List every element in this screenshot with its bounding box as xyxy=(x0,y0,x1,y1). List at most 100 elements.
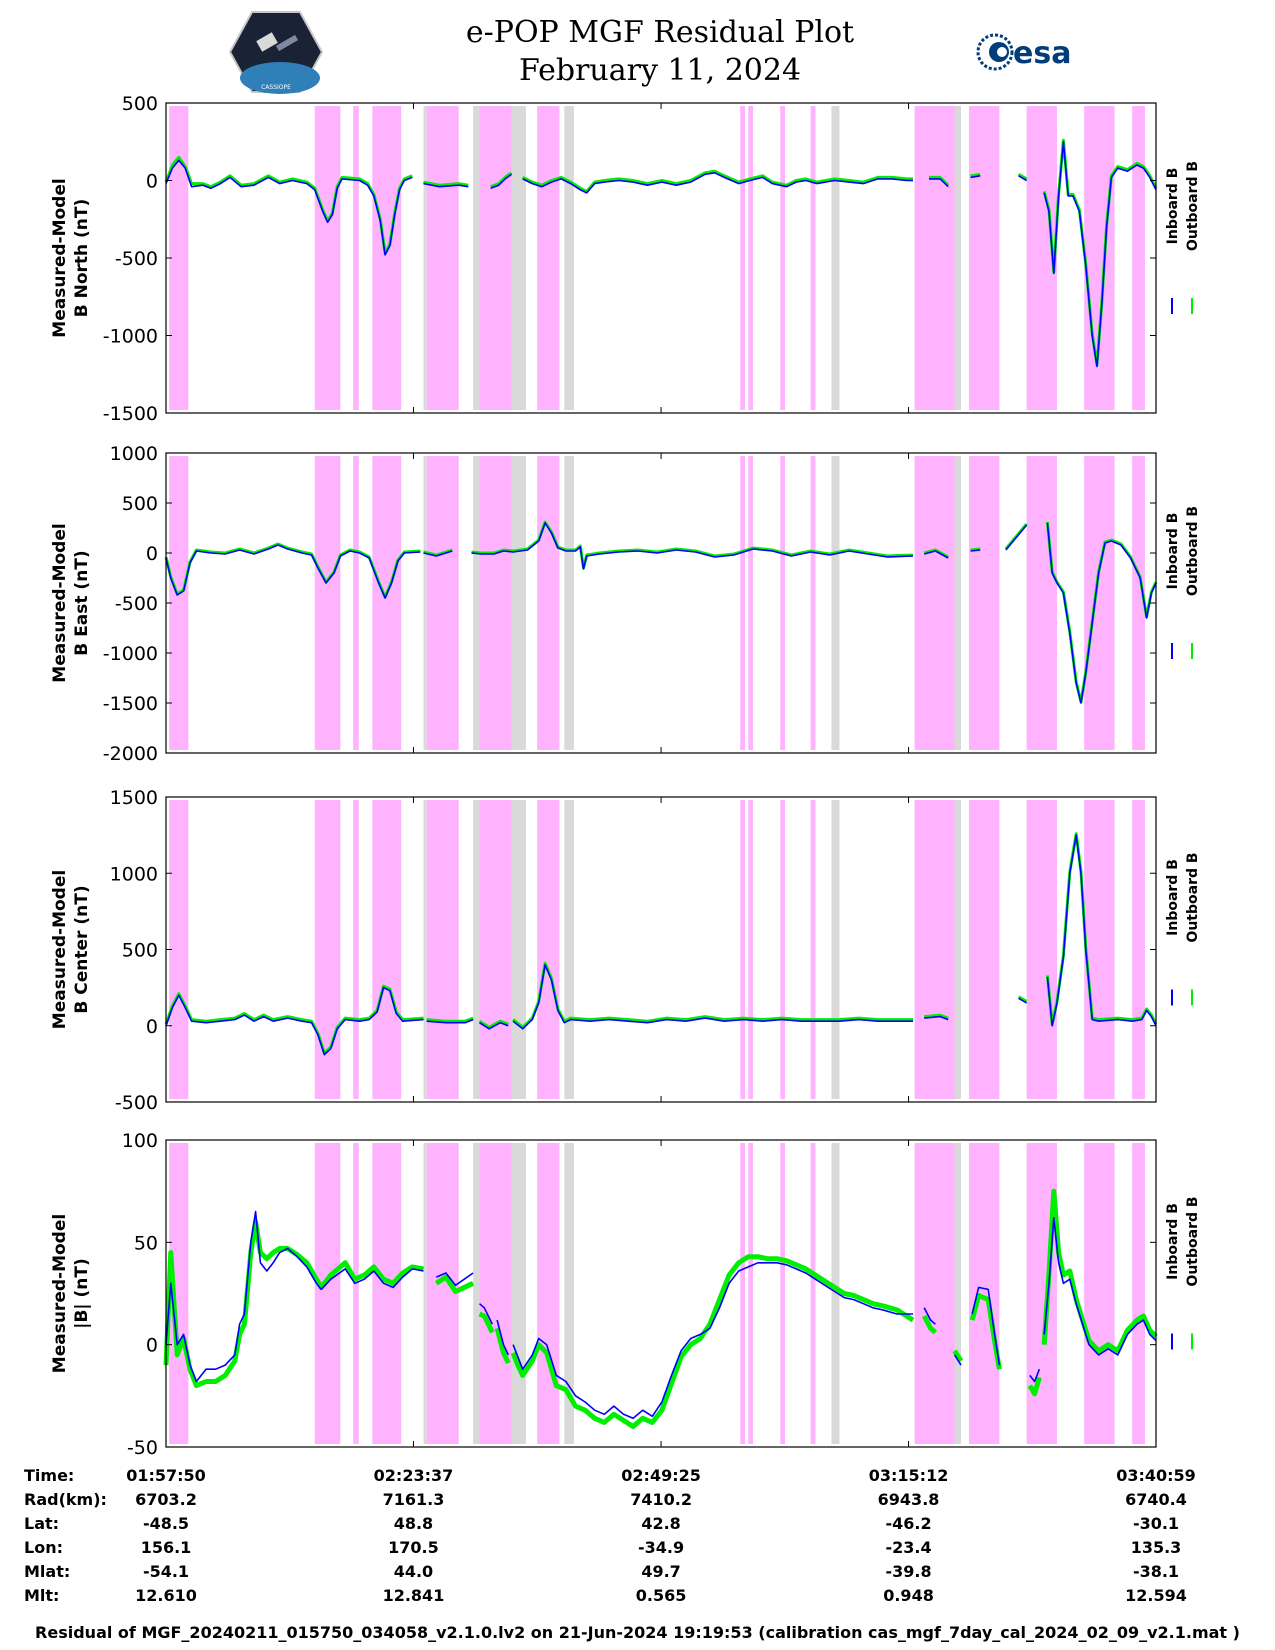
pink-band xyxy=(353,1143,359,1444)
pink-band xyxy=(969,800,1000,1099)
pink-band xyxy=(914,1143,955,1444)
gray-band xyxy=(564,1143,574,1444)
pink-band xyxy=(969,106,1000,410)
info-value: 01:57:50 xyxy=(126,1466,206,1485)
inboard-b-series xyxy=(165,1210,1157,1420)
esa-logo-text: esa xyxy=(1013,36,1071,71)
y-tick-label: 500 xyxy=(122,493,158,515)
info-value: 03:40:59 xyxy=(1116,1466,1196,1485)
pink-band xyxy=(1084,800,1115,1099)
gray-band xyxy=(423,1143,427,1444)
pink-band xyxy=(1132,106,1145,410)
pink-band xyxy=(1026,456,1057,750)
pink-band xyxy=(479,456,512,750)
gray-band xyxy=(831,800,840,1099)
legend-label: Inboard B xyxy=(1165,859,1181,936)
pink-band xyxy=(914,800,955,1099)
y-axis-label-line: Measured-Model xyxy=(50,178,70,337)
pink-band xyxy=(1026,800,1057,1099)
pink-band xyxy=(1132,800,1145,1099)
pink-band xyxy=(537,456,560,750)
y-tick-label: -1500 xyxy=(103,403,158,425)
gray-band xyxy=(831,1143,840,1444)
pink-band xyxy=(372,800,402,1099)
pink-band xyxy=(969,456,1000,750)
info-value: -30.1 xyxy=(1132,1514,1180,1533)
outboard-b-series xyxy=(164,832,1158,1055)
y-tick-label: -1500 xyxy=(103,693,158,715)
pink-band xyxy=(1084,106,1115,410)
info-value: 12.594 xyxy=(1125,1586,1187,1605)
info-row: Lon: 156.1 170.5 -34.9 -23.4 135.3 xyxy=(0,1538,1275,1562)
gray-band xyxy=(831,456,840,750)
plot-frame xyxy=(165,452,1157,754)
info-value: 12.610 xyxy=(135,1586,197,1605)
pink-band xyxy=(314,1143,341,1444)
pink-band xyxy=(169,106,189,410)
pink-band xyxy=(914,456,955,750)
pink-band xyxy=(748,800,754,1099)
gray-band xyxy=(953,456,962,750)
panel-3: -500 0 500 1000 1500 Measured-Model B Center (… xyxy=(50,787,1201,1114)
panel-2: -2000 -1500 -1000 -500 0 500 1000 Measured-Mode… xyxy=(50,443,1201,765)
chart-subtitle: February 11, 2024 xyxy=(518,53,802,88)
pink-band xyxy=(479,800,512,1099)
info-value: 49.7 xyxy=(641,1562,681,1581)
info-value: 156.1 xyxy=(140,1538,192,1557)
info-row-label: Mlt: xyxy=(24,1586,60,1605)
gray-band xyxy=(423,800,427,1099)
info-value: 7410.2 xyxy=(630,1490,692,1509)
y-axis-label-line: B North (nT) xyxy=(72,199,92,318)
y-axis-label: Measured-Model B East (nT) xyxy=(50,523,92,682)
y-tick-label: 0 xyxy=(146,1016,158,1038)
pink-band xyxy=(740,106,746,410)
pink-band xyxy=(740,800,746,1099)
y-axis-label: Measured-Model B North (nT) xyxy=(50,178,92,337)
plot-frame xyxy=(165,796,1157,1103)
info-value: 02:49:25 xyxy=(621,1466,701,1485)
pink-band xyxy=(169,456,189,750)
pink-band xyxy=(1084,456,1115,750)
info-row: Mlat: -54.1 44.0 49.7 -39.8 -38.1 xyxy=(0,1562,1275,1586)
pink-band xyxy=(810,800,816,1099)
info-value: -48.5 xyxy=(142,1514,190,1533)
pink-band xyxy=(372,456,402,750)
gray-band xyxy=(423,106,427,410)
inboard-b-series xyxy=(165,834,1157,1056)
info-value: 12.841 xyxy=(382,1586,445,1605)
panel-4: -50 0 50 100 Measured-Model |B| (nT) Inboard B… xyxy=(50,1130,1201,1459)
pink-band xyxy=(914,106,955,410)
pink-band xyxy=(479,106,512,410)
info-value: -23.4 xyxy=(885,1538,932,1557)
gray-band xyxy=(831,106,840,410)
legend-label: Inboard B xyxy=(1165,1203,1181,1280)
y-axis-label-line: Measured-Model xyxy=(50,1214,70,1373)
pink-band xyxy=(810,106,816,410)
pink-band xyxy=(353,800,359,1099)
pink-band xyxy=(1132,1143,1145,1444)
pink-band xyxy=(426,106,459,410)
pink-band xyxy=(780,456,786,750)
chart-title-block: e-POP MGF Residual Plot February 11, 202… xyxy=(380,14,940,90)
pink-band xyxy=(780,1143,786,1444)
y-tick-label: -50 xyxy=(127,1437,158,1459)
pink-band xyxy=(353,456,359,750)
pink-band xyxy=(810,1143,816,1444)
y-tick-label: -1000 xyxy=(103,643,158,665)
pink-band xyxy=(537,1143,560,1444)
cassiope-logo-text: CASSIOPE xyxy=(261,84,291,91)
cassiope-mission-logo: CASSIOPE xyxy=(228,11,324,94)
gray-band xyxy=(511,1143,526,1444)
info-value: -54.1 xyxy=(142,1562,190,1581)
info-value: 48.8 xyxy=(393,1514,434,1533)
gray-band xyxy=(953,1143,962,1444)
legend-label: Inboard B xyxy=(1165,513,1181,590)
info-value: 135.3 xyxy=(1130,1538,1182,1557)
pink-band xyxy=(314,106,341,410)
info-value: -38.1 xyxy=(1132,1562,1180,1581)
legend-label: Inboard B xyxy=(1165,168,1181,245)
legend-label: Outboard B xyxy=(1185,161,1201,251)
y-tick-label: 500 xyxy=(122,940,158,962)
info-row: Time: 01:57:50 02:23:37 02:49:25 03:15:12 03:… xyxy=(0,1466,1275,1490)
